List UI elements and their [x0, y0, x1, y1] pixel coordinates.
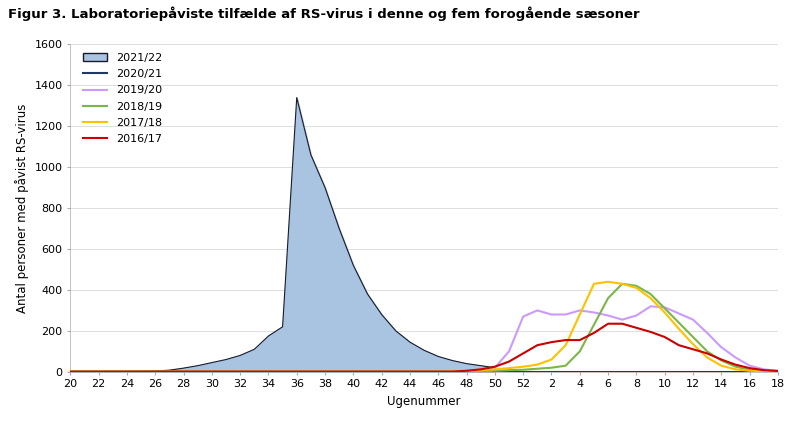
Y-axis label: Antal personer med påvist RS-virus: Antal personer med påvist RS-virus — [15, 103, 29, 313]
Legend: 2021/22, 2020/21, 2019/20, 2018/19, 2017/18, 2016/17: 2021/22, 2020/21, 2019/20, 2018/19, 2017… — [83, 53, 162, 144]
Text: Figur 3. Laboratoriepåviste tilfælde af RS-virus i denne og fem forogående sæson: Figur 3. Laboratoriepåviste tilfælde af … — [8, 6, 640, 21]
X-axis label: Ugenummer: Ugenummer — [387, 395, 461, 408]
